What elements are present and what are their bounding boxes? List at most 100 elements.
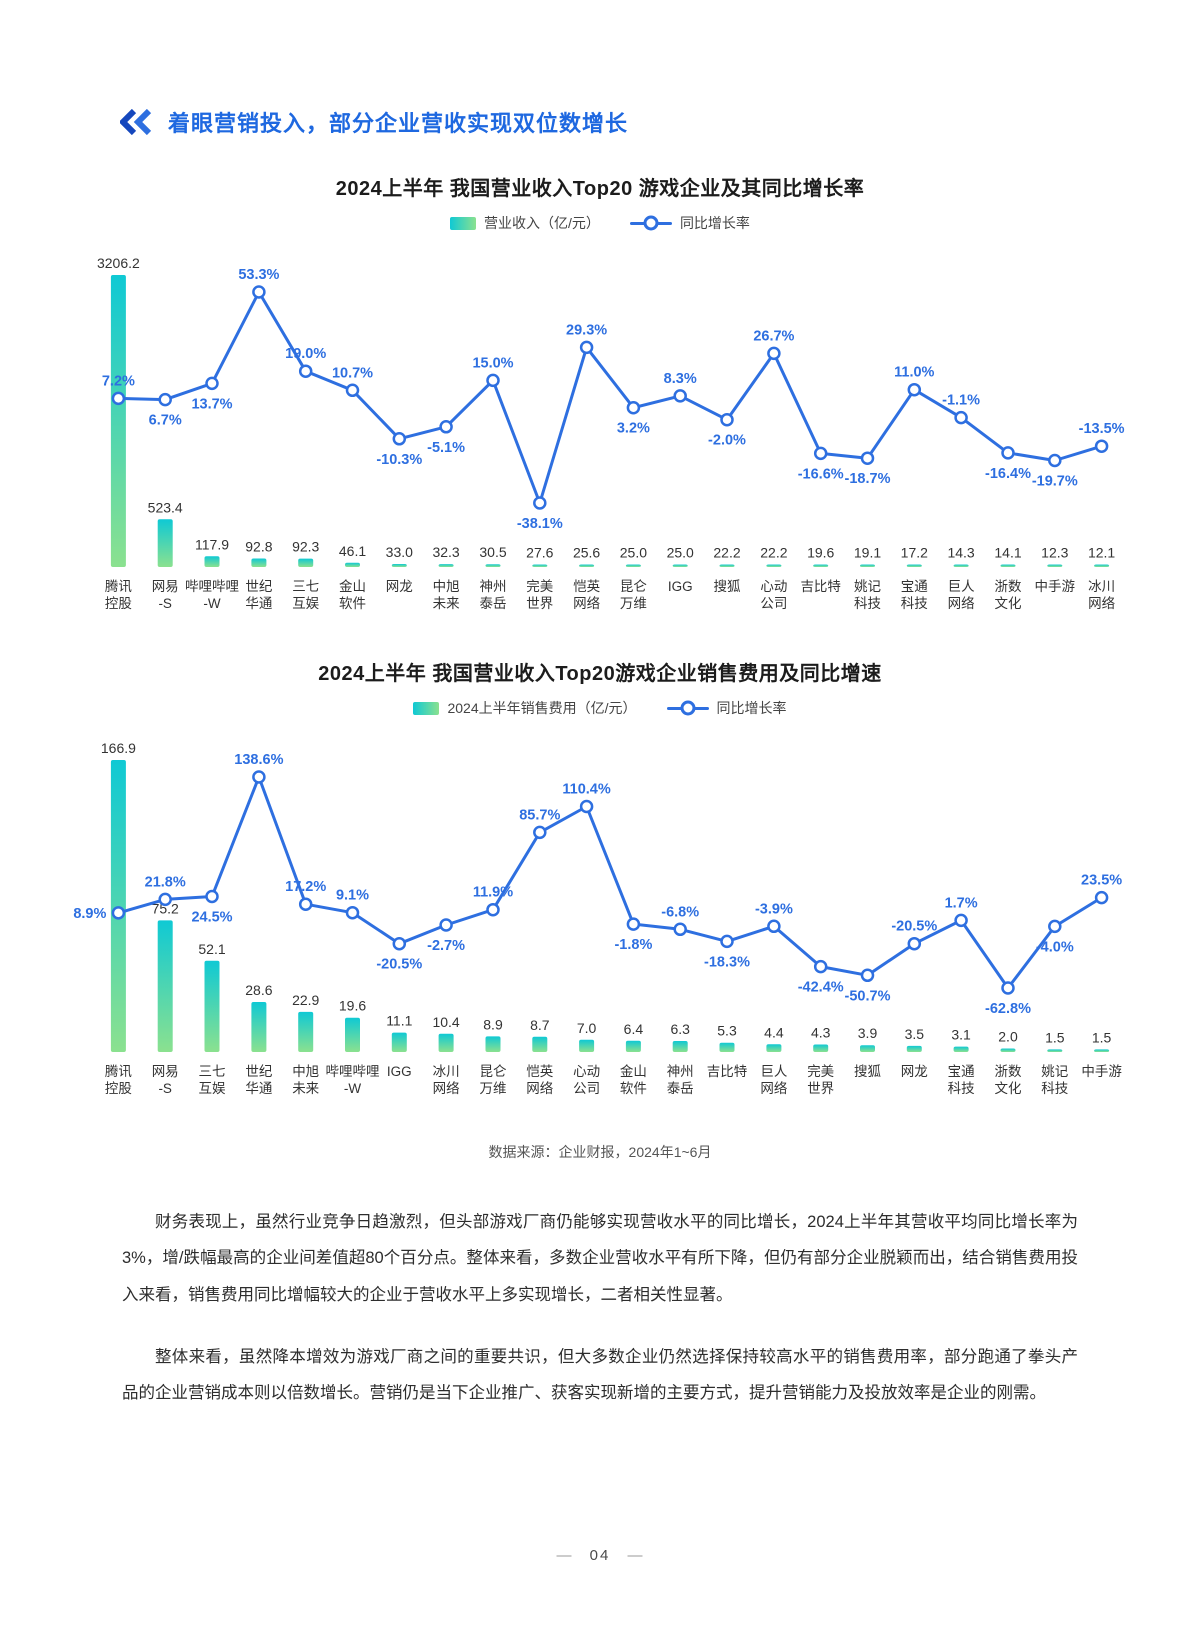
analysis-text: 财务表现上，虽然行业竞争日趋激烈，但头部游戏厂商仍能够实现营收水平的同比增长，2… bbox=[122, 1204, 1078, 1411]
growth-label: 13.7% bbox=[191, 396, 232, 412]
growth-label: -1.8% bbox=[614, 937, 652, 953]
category-label: 网易 bbox=[152, 1064, 179, 1079]
growth-label: 9.1% bbox=[336, 888, 369, 904]
legend-item-line: 同比增长率 bbox=[666, 698, 787, 718]
line-marker-icon bbox=[629, 221, 672, 225]
category-label: 昆仑 bbox=[480, 1064, 507, 1079]
growth-label: 85.7% bbox=[519, 807, 560, 823]
category-label: 三七 bbox=[199, 1064, 226, 1079]
line-marker bbox=[111, 906, 126, 920]
growth-label: -18.3% bbox=[704, 954, 750, 970]
category-label: 中手游 bbox=[1081, 1064, 1122, 1079]
bar-value-label: 2.0 bbox=[998, 1029, 1018, 1045]
bar bbox=[204, 960, 220, 1052]
growth-label: -13.5% bbox=[1079, 421, 1125, 437]
category-label: 宝通 bbox=[948, 1064, 976, 1079]
category-label: 网络 bbox=[526, 1081, 553, 1096]
line-marker bbox=[533, 496, 547, 510]
category-label: 软件 bbox=[620, 1081, 647, 1096]
bar bbox=[766, 1044, 782, 1052]
bar bbox=[579, 564, 595, 567]
bar-value-label: 25.6 bbox=[573, 545, 600, 561]
bar bbox=[1047, 1049, 1063, 1052]
bar-value-label: 3.1 bbox=[951, 1027, 971, 1043]
line-marker bbox=[345, 905, 360, 920]
bar-value-label: 27.6 bbox=[526, 545, 553, 561]
chart-canvas: 166.9 75.2 52.1 28.6 22.9 19.6 11.1 10.4 8.9 8.7 7… bbox=[73, 740, 1122, 1096]
category-label: -S bbox=[158, 1081, 172, 1096]
line-marker-icon bbox=[666, 706, 709, 710]
category-label: 公司 bbox=[573, 1081, 600, 1096]
growth-label: -2.7% bbox=[427, 938, 465, 954]
line-marker bbox=[205, 376, 219, 391]
category-label: 搜狐 bbox=[854, 1064, 882, 1079]
growth-label: -62.8% bbox=[985, 1001, 1031, 1017]
bar-value-label: 28.6 bbox=[245, 982, 272, 998]
growth-label: 23.5% bbox=[1081, 873, 1122, 889]
category-label: 华通 bbox=[245, 1081, 272, 1096]
category-label: 未来 bbox=[292, 1081, 319, 1096]
bar-value-label: 1.5 bbox=[1092, 1029, 1112, 1045]
bar-value-label: 75.2 bbox=[152, 900, 179, 916]
growth-label: 15.0% bbox=[472, 355, 513, 371]
bar-value-label: 22.2 bbox=[713, 545, 740, 561]
category-label: 巨人 bbox=[948, 579, 976, 594]
category-label: -W bbox=[203, 596, 220, 611]
growth-label: -38.1% bbox=[517, 516, 563, 532]
bar-value-label: 92.3 bbox=[292, 539, 319, 555]
bar-value-label: 14.1 bbox=[994, 545, 1021, 561]
growth-label: 17.2% bbox=[285, 879, 326, 895]
category-label: 三七 bbox=[292, 579, 319, 594]
growth-line: 8.9% 21.8% 24.5% 138.6% 17.2% 9.1% -20.5% -2.7%… bbox=[73, 752, 1122, 1017]
category-label: 吉比特 bbox=[707, 1064, 748, 1079]
growth-label: -16.6% bbox=[798, 466, 844, 482]
growth-label: -6.8% bbox=[661, 904, 699, 920]
bar bbox=[110, 275, 126, 567]
bar-swatch-icon bbox=[450, 216, 477, 230]
category-label: 金山 bbox=[620, 1064, 647, 1079]
growth-label: 53.3% bbox=[238, 267, 279, 283]
paragraph-marketing-spend: 整体来看，虽然降本增效为游戏厂商之间的重要共识，但大多数企业仍然选择保持较高水平… bbox=[122, 1347, 1078, 1403]
category-label: 控股 bbox=[105, 596, 132, 611]
growth-label: 24.5% bbox=[191, 910, 232, 926]
category-label: 互娱 bbox=[292, 596, 319, 611]
bar-value-label: 22.2 bbox=[760, 545, 787, 561]
line-marker bbox=[486, 902, 500, 917]
footer-dash: — bbox=[556, 1547, 573, 1564]
sales-expense-chart-legend: 2024上半年销售费用（亿/元） 同比增长率 bbox=[70, 698, 1130, 718]
category-label: 控股 bbox=[105, 1081, 132, 1096]
growth-label: 7.2% bbox=[102, 373, 135, 389]
category-label: 网龙 bbox=[901, 1064, 928, 1079]
revenue-chart: 3206.2 523.4 117.9 92.8 92.3 46.1 33.0 32.3 30.5… bbox=[70, 235, 1130, 647]
line-marker bbox=[813, 959, 828, 974]
line-marker bbox=[111, 391, 126, 406]
growth-label: 8.3% bbox=[664, 371, 697, 387]
line-marker bbox=[767, 919, 781, 934]
bar-value-label: 3.9 bbox=[858, 1025, 878, 1041]
category-label: 浙数 bbox=[995, 1064, 1023, 1079]
bar bbox=[1047, 564, 1063, 567]
line-marker bbox=[626, 917, 641, 931]
category-label: 吉比特 bbox=[800, 579, 841, 594]
bar-value-label: 10.4 bbox=[432, 1014, 459, 1030]
line-marker bbox=[813, 446, 828, 461]
line-marker bbox=[392, 432, 407, 446]
line-marker bbox=[907, 936, 922, 951]
category-label: 中旭 bbox=[292, 1064, 319, 1079]
category-label: 腾讯 bbox=[105, 1063, 132, 1079]
legend-bar-label: 营业收入（亿/元） bbox=[484, 215, 600, 231]
line-marker bbox=[1048, 919, 1062, 934]
bar bbox=[345, 1017, 360, 1052]
line-marker bbox=[205, 889, 219, 904]
category-label: 神州 bbox=[667, 1064, 694, 1079]
sales-expense-chart-title: 2024上半年 我国营业收入Top20游戏企业销售费用及同比增速 bbox=[318, 663, 882, 685]
paragraph-financial-performance: 财务表现上，虽然行业竞争日趋激烈，但头部游戏厂商仍能够实现营收水平的同比增长，2… bbox=[122, 1213, 1078, 1304]
line-marker bbox=[439, 918, 453, 932]
line-marker bbox=[673, 389, 687, 403]
category-label: 公司 bbox=[760, 596, 787, 611]
bar bbox=[719, 564, 735, 567]
bar bbox=[766, 564, 782, 567]
category-label: 文化 bbox=[995, 1081, 1022, 1096]
category-label: 万维 bbox=[620, 596, 647, 611]
